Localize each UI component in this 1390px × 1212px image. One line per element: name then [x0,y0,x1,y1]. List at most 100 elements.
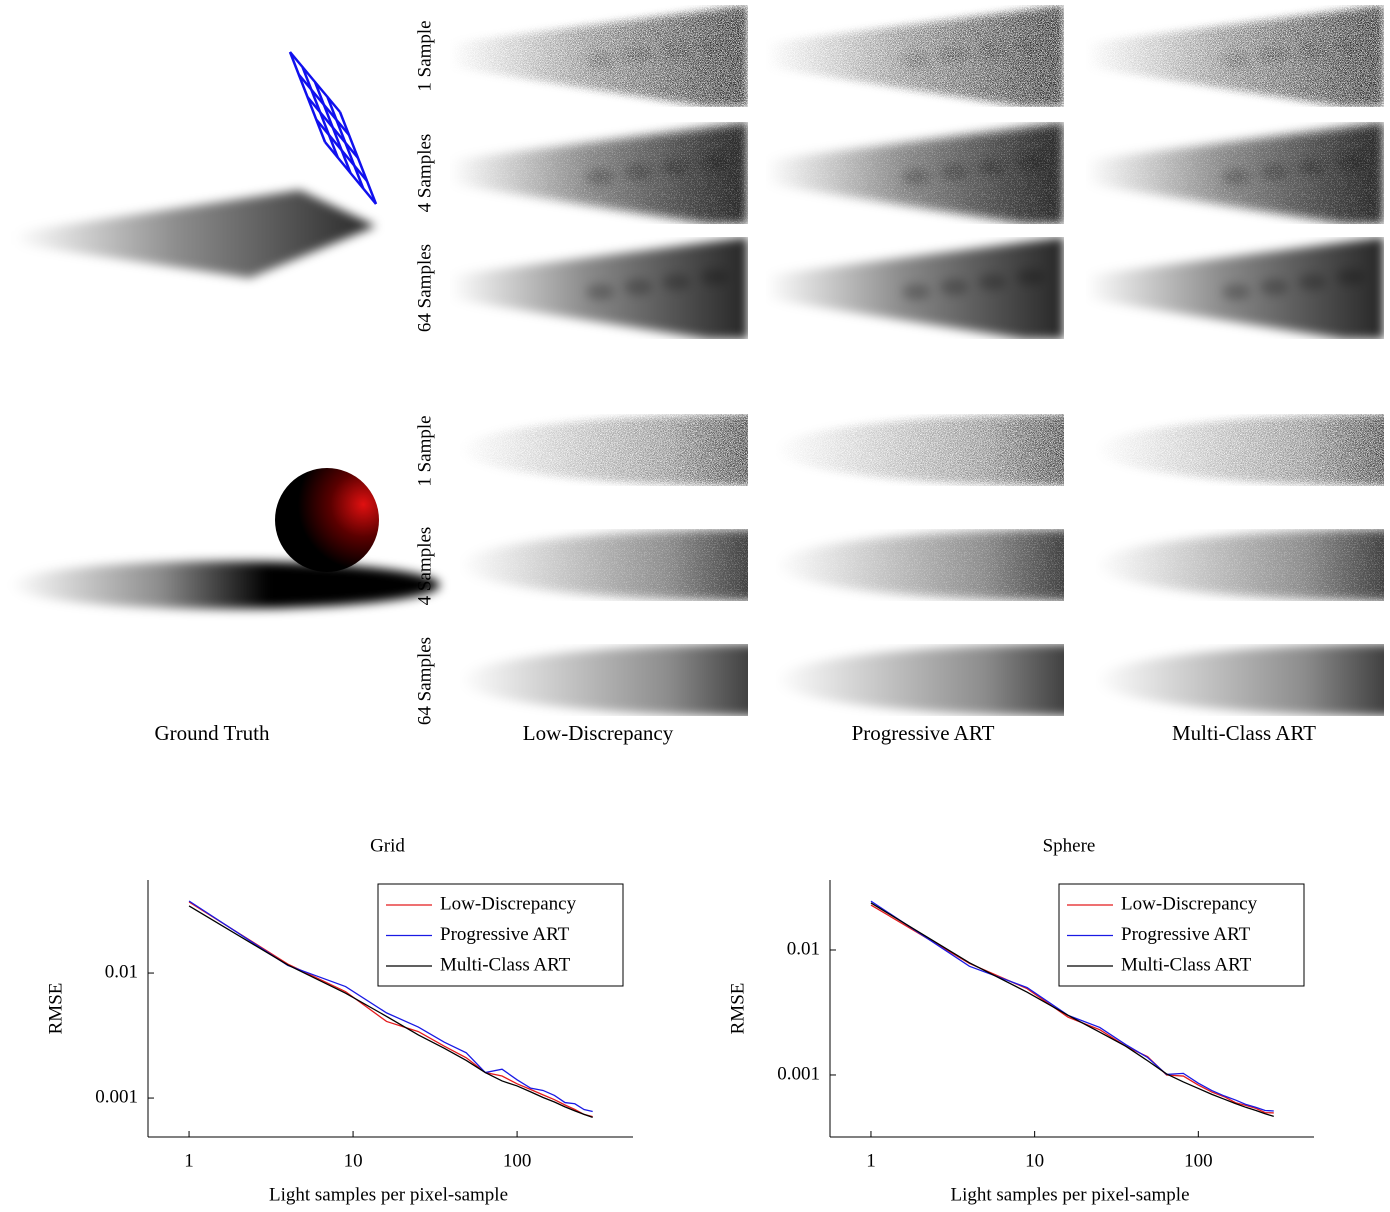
x-tick-label: 1 [184,1150,194,1171]
thumbnail-image [776,644,1064,716]
thumbnail [1086,5,1384,107]
shadow-cell [700,37,728,53]
series-line [870,900,1274,1112]
thumbnail [766,5,1064,107]
grid-wire [324,141,377,205]
figure-labels: Ground Truth Low-Discrepancy Progressive A… [155,20,1317,744]
shadow-cell [1298,274,1326,290]
shadow-cell [1260,47,1288,63]
thumbnail-image [450,122,748,224]
thumbnail-image [460,414,748,486]
legend-label: Progressive ART [1121,924,1251,945]
shadow [776,529,1064,601]
shadow-cell [1260,279,1288,295]
thumbnail [460,644,748,716]
thumbnail [450,237,748,339]
thumbnail [776,529,1064,601]
x-axis-label: Light samples per pixel-sample [950,1184,1189,1205]
y-tick-label: 0.001 [777,1063,820,1084]
thumbnail [1096,529,1384,601]
shadow-cell [624,47,652,63]
shadow-cell [1260,164,1288,180]
x-axis-label: Light samples per pixel-sample [269,1184,508,1205]
shadow-cell [1298,42,1326,58]
shadow-cell [662,274,690,290]
charts: Grid 1 10 100 0.001 0.01 Light samples per pix… [45,835,1314,1205]
thumbnail [460,529,748,601]
shadow-cell [624,279,652,295]
shadow-cell [586,52,614,68]
column-label: Low-Discrepancy [523,721,674,745]
shadow [1096,529,1384,601]
x-tick-label: 10 [1025,1150,1044,1171]
shadow-cell [1222,169,1250,185]
series-line [188,900,593,1113]
series-line [188,905,593,1119]
legend-label: Multi-Class ART [440,954,571,975]
thumbnail [1096,414,1384,486]
thumbnail [450,122,748,224]
shadow [776,414,1064,486]
shadow-cell [662,42,690,58]
thumbnail-image [450,237,748,339]
thumbnail [1086,122,1384,224]
thumbnail [766,122,1064,224]
shadow-cell [700,269,728,285]
shadow-cell [586,284,614,300]
thumbnail [1096,644,1384,716]
legend-label: Low-Discrepancy [440,893,577,914]
shadow-cell [902,52,930,68]
shadow-cell [1336,269,1364,285]
thumbnail [766,237,1064,339]
thumbnail-image [1096,644,1384,716]
shadow-cell [1298,159,1326,175]
shadow-cell [940,279,968,295]
row-label: 4 Samples [414,134,435,213]
y-tick-label: 0.01 [105,961,138,982]
thumbnail [1086,237,1384,339]
shadow-cell [700,154,728,170]
thumbnail [776,414,1064,486]
shadow-cell [940,164,968,180]
shadow [15,190,376,278]
shadow-cell [1016,37,1044,53]
x-tick-label: 100 [1184,1150,1213,1171]
row-label: 1 Sample [414,20,435,91]
shadow-cell [1336,154,1364,170]
shadow [1096,644,1384,716]
y-axis-label: RMSE [45,983,66,1035]
shadow-cell [662,159,690,175]
thumbnail [460,414,748,486]
row-label: 64 Samples [414,244,435,332]
shadow-cell [978,274,1006,290]
legend-label: Low-Discrepancy [1121,893,1258,914]
thumbnail [776,644,1064,716]
x-tick-label: 1 [866,1150,876,1171]
shadow-cell [1016,269,1044,285]
shadow [460,644,748,716]
column-label: Ground Truth [155,721,270,745]
shadow-cell [940,47,968,63]
shadow-cell [1336,37,1364,53]
grid-wire [338,111,378,205]
shadow [776,644,1064,716]
chart-title: Grid [370,835,405,856]
shadow-cell [1222,52,1250,68]
thumbnail-image [450,5,748,107]
grid-wire [306,96,359,159]
thumbnail-image [766,237,1064,339]
row-label: 1 Sample [414,415,435,486]
legend-label: Progressive ART [440,924,570,945]
thumbnail-image [776,414,1064,486]
shadow [460,414,748,486]
shadow-cell [1222,284,1250,300]
x-tick-label: 100 [503,1150,532,1171]
grid-wire [326,96,365,189]
thumbnail-image [1086,122,1384,224]
thumbnail-image [460,529,748,601]
series-line [870,902,1274,1118]
thumbnail-image [776,529,1064,601]
shadow-cell [902,284,930,300]
y-axis-label: RMSE [727,983,748,1035]
